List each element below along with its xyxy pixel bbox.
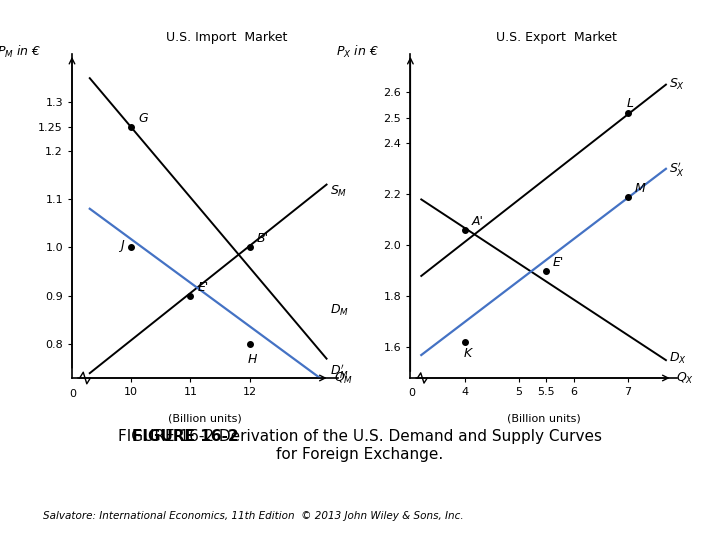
- Text: 0: 0: [70, 389, 77, 399]
- Text: $S_X$: $S_X$: [669, 77, 685, 92]
- Text: $P_M$ in €: $P_M$ in €: [0, 44, 41, 60]
- Text: $D_M'$: $D_M'$: [330, 362, 348, 380]
- Text: E': E': [553, 256, 564, 269]
- Text: L: L: [627, 97, 634, 110]
- Text: 0: 0: [408, 388, 415, 398]
- Text: A': A': [472, 215, 483, 228]
- Text: B': B': [257, 232, 269, 245]
- Text: $Q_X$: $Q_X$: [675, 370, 693, 386]
- Text: K: K: [464, 347, 472, 360]
- Text: U.S. Export  Market: U.S. Export Market: [497, 31, 617, 44]
- Text: $Q_M$: $Q_M$: [333, 370, 353, 386]
- Text: H: H: [248, 353, 257, 366]
- Text: $P_X$ in €: $P_X$ in €: [336, 44, 379, 60]
- Text: $D_M$: $D_M$: [330, 303, 348, 318]
- Text: U.S. Import  Market: U.S. Import Market: [166, 31, 287, 44]
- Text: G: G: [138, 112, 148, 125]
- Text: J: J: [120, 239, 124, 253]
- Text: $D_X$: $D_X$: [669, 352, 686, 367]
- Text: $S_X'$: $S_X'$: [669, 160, 685, 178]
- Text: E': E': [197, 281, 209, 294]
- Text: M: M: [634, 182, 645, 195]
- Text: Salvatore: International Economics, 11th Edition  © 2013 John Wiley & Sons, Inc.: Salvatore: International Economics, 11th…: [43, 511, 464, 521]
- Text: (Billion units): (Billion units): [168, 414, 242, 424]
- Text: (Billion units): (Billion units): [507, 414, 580, 424]
- Text: $S_M$: $S_M$: [330, 184, 347, 199]
- Text: FIGURE 16-2: FIGURE 16-2: [132, 429, 238, 444]
- Text: FIGURE 16-2 Derivation of the U.S. Demand and Supply Curves
for Foreign Exchange: FIGURE 16-2 Derivation of the U.S. Deman…: [118, 429, 602, 462]
